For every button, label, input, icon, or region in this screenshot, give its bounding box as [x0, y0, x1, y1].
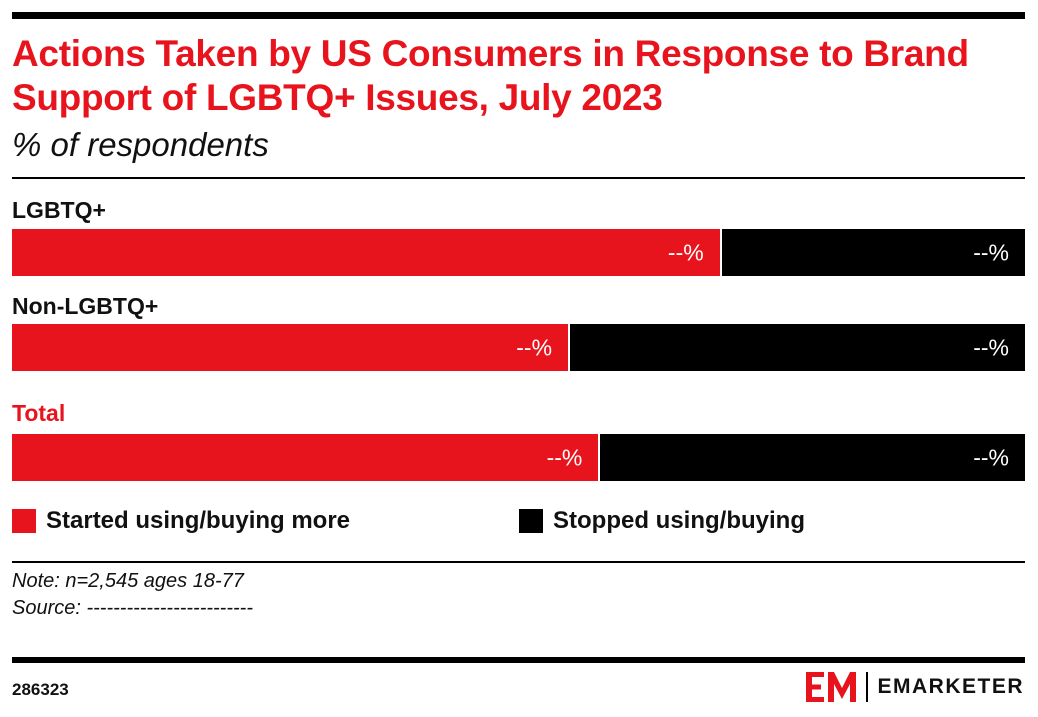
bottom-rule	[12, 657, 1025, 663]
logo-divider	[866, 672, 869, 702]
legend-swatch-stopped	[519, 509, 543, 533]
emarketer-logo: EMARKETER	[806, 672, 1024, 702]
legend-label-stopped: Stopped using/buying	[553, 507, 805, 534]
category-label-total: Total	[12, 400, 66, 426]
legend-label-started: Started using/buying more	[46, 507, 351, 534]
bar-segment-stopped-total: --%	[600, 434, 1025, 481]
note-block: Note: n=2,545 ages 18-77 Source: -------…	[12, 568, 253, 622]
legend-started: Started using/buying more	[12, 507, 350, 535]
value-label-stopped-lgbtq: --%	[973, 239, 1009, 265]
source-text: Source: -------------------------	[12, 597, 253, 619]
header-divider	[12, 177, 1025, 179]
bar-total: --% --%	[12, 434, 1025, 481]
value-label-started-non-lgbtq: --%	[516, 334, 553, 360]
chart-subtitle: % of respondents	[12, 126, 269, 163]
em-logo-icon	[806, 672, 857, 702]
bar-lgbtq: --% --%	[12, 229, 1025, 276]
category-label-lgbtq: LGBTQ+	[12, 197, 106, 223]
legend-swatch-started	[12, 509, 36, 533]
chart-title: Actions Taken by US Consumers in Respons…	[12, 33, 969, 118]
brand-wordmark: EMARKETER	[877, 675, 1024, 698]
value-label-started-lgbtq: --%	[667, 239, 704, 265]
bar-segment-started-non-lgbtq: --%	[12, 324, 571, 371]
value-label-stopped-total: --%	[973, 444, 1009, 470]
bar-segment-stopped-non-lgbtq: --%	[570, 324, 1025, 371]
value-label-started-total: --%	[546, 444, 583, 470]
bar-segment-started-lgbtq: --%	[12, 229, 722, 276]
top-rule	[12, 12, 1025, 19]
category-label-non-lgbtq: Non-LGBTQ+	[12, 293, 159, 319]
chart-id: 286323	[12, 680, 69, 699]
value-label-stopped-non-lgbtq: --%	[973, 334, 1009, 360]
legend-stopped: Stopped using/buying	[519, 507, 805, 535]
footer-divider	[12, 561, 1025, 563]
bar-non-lgbtq: --% --%	[12, 324, 1025, 371]
bar-segment-started-total: --%	[12, 434, 601, 481]
note-text: Note: n=2,545 ages 18-77	[12, 570, 244, 592]
bar-segment-stopped-lgbtq: --%	[721, 229, 1025, 276]
